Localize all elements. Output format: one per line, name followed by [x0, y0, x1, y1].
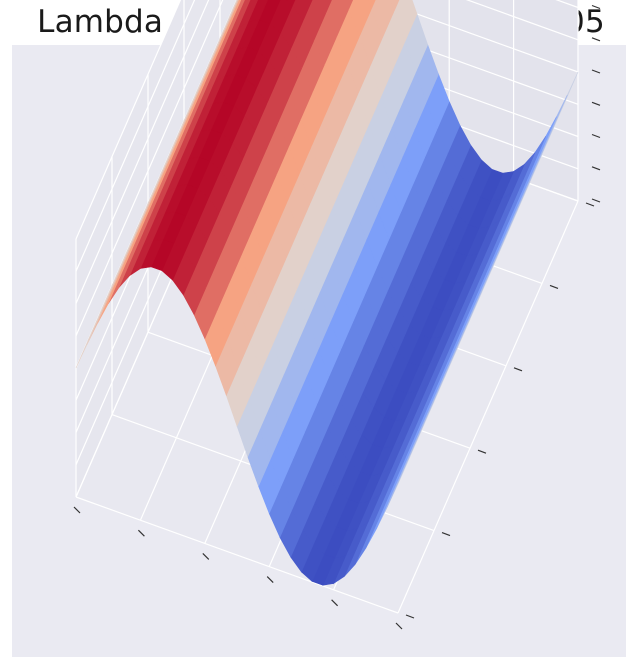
grid-line-left-z	[75, 0, 210, 304]
surface	[75, 0, 579, 586]
grid-line-left-z	[75, 0, 196, 272]
grid-line-back-z	[465, 0, 579, 41]
grid-line-left-z	[75, 0, 182, 240]
surface-facet	[390, 0, 400, 12]
z-tick	[591, 166, 601, 171]
grid-line-floor-y	[75, 496, 399, 614]
surface-facet	[318, 0, 332, 14]
z-tick	[591, 4, 601, 10]
z-tick	[591, 198, 601, 203]
surface-facet	[292, 0, 313, 21]
surface-facet	[393, 0, 418, 43]
z-tick	[591, 101, 601, 106]
surface-facet	[285, 0, 296, 6]
z-tick	[591, 133, 601, 139]
y-tick	[405, 614, 415, 619]
z-tick	[591, 37, 601, 42]
grid-line-floor-x	[397, 200, 579, 614]
surface-facet	[367, 0, 376, 10]
surface-facet	[344, 0, 354, 10]
x-tick	[73, 506, 81, 514]
x-tick	[137, 529, 145, 537]
x-tick	[266, 576, 274, 584]
grid-line-left-z	[75, 0, 224, 337]
x-tick	[202, 552, 210, 560]
x-tick	[395, 622, 403, 630]
tick-marks	[73, 4, 601, 630]
y-tick	[549, 284, 559, 289]
x-tick	[331, 599, 339, 607]
surface-facet	[238, 0, 251, 14]
surface-facet	[219, 0, 238, 39]
y-tick	[585, 202, 595, 207]
z-tick	[591, 69, 601, 74]
y-tick	[513, 367, 523, 372]
y-tick	[441, 532, 451, 537]
y-tick	[477, 449, 487, 454]
surface-facet	[231, 0, 238, 12]
